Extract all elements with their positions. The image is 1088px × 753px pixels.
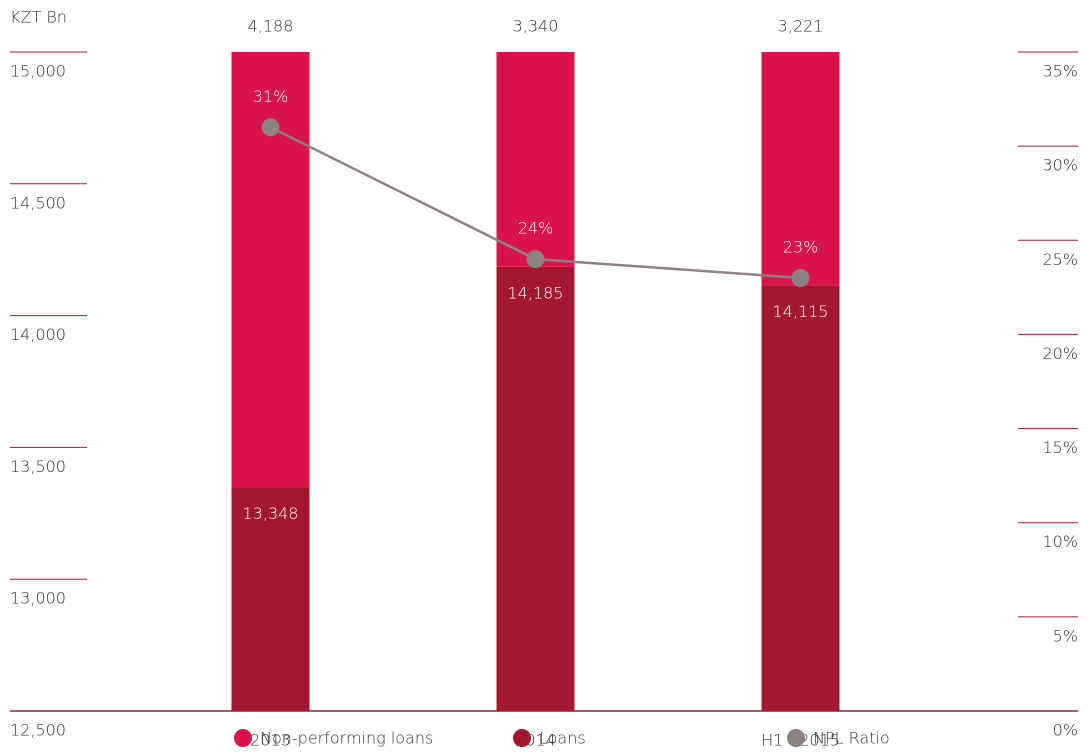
y-tick-label: 14,500 [10,193,66,212]
bar [761,285,840,711]
y2-tick-label: 10% [1042,532,1078,551]
bar [761,52,840,286]
data-label: 24% [518,219,554,238]
data-label: 31% [253,87,289,106]
data-label: 14,115 [773,302,829,321]
y-axis-label: KZT Bn [10,8,67,27]
y-tick-label: 12,500 [10,721,66,740]
legend-swatch [234,729,252,747]
y2-tick-label: 25% [1042,250,1078,269]
ratio-point [261,118,280,137]
plot-area [231,52,840,711]
ratio-point [526,250,545,269]
legend-label: Non-performing loans [260,729,433,748]
y-tick-label: 13,500 [10,457,66,476]
y2-tick-label: 30% [1042,156,1078,175]
bar [496,266,575,711]
y2-tick-label: 15% [1042,438,1078,457]
data-label: 14,185 [508,283,564,302]
x-tick-label: 2013 [250,731,291,750]
data-label: 3,221 [778,17,824,36]
legend-label: Loans [539,729,586,748]
data-label: 4,188 [248,17,294,36]
y2-tick-label: 35% [1042,62,1078,81]
bar [231,52,310,488]
bar [496,52,575,267]
y-tick-label: 14,000 [10,325,66,344]
y-tick-label: 15,000 [10,62,66,81]
bar [231,487,310,711]
legend-label: NPL Ratio [813,729,890,748]
ratio-point [791,268,810,287]
y2-tick-label: 20% [1042,344,1078,363]
legend-swatch [513,729,531,747]
data-label: 23% [783,237,819,256]
y2-tick-label: 5% [1053,626,1078,645]
y2-tick-label: 0% [1053,721,1078,740]
legend-swatch [787,729,805,747]
y-tick-label: 13,000 [10,589,66,608]
data-label: 3,340 [513,17,559,36]
data-label: 13,348 [243,504,299,523]
